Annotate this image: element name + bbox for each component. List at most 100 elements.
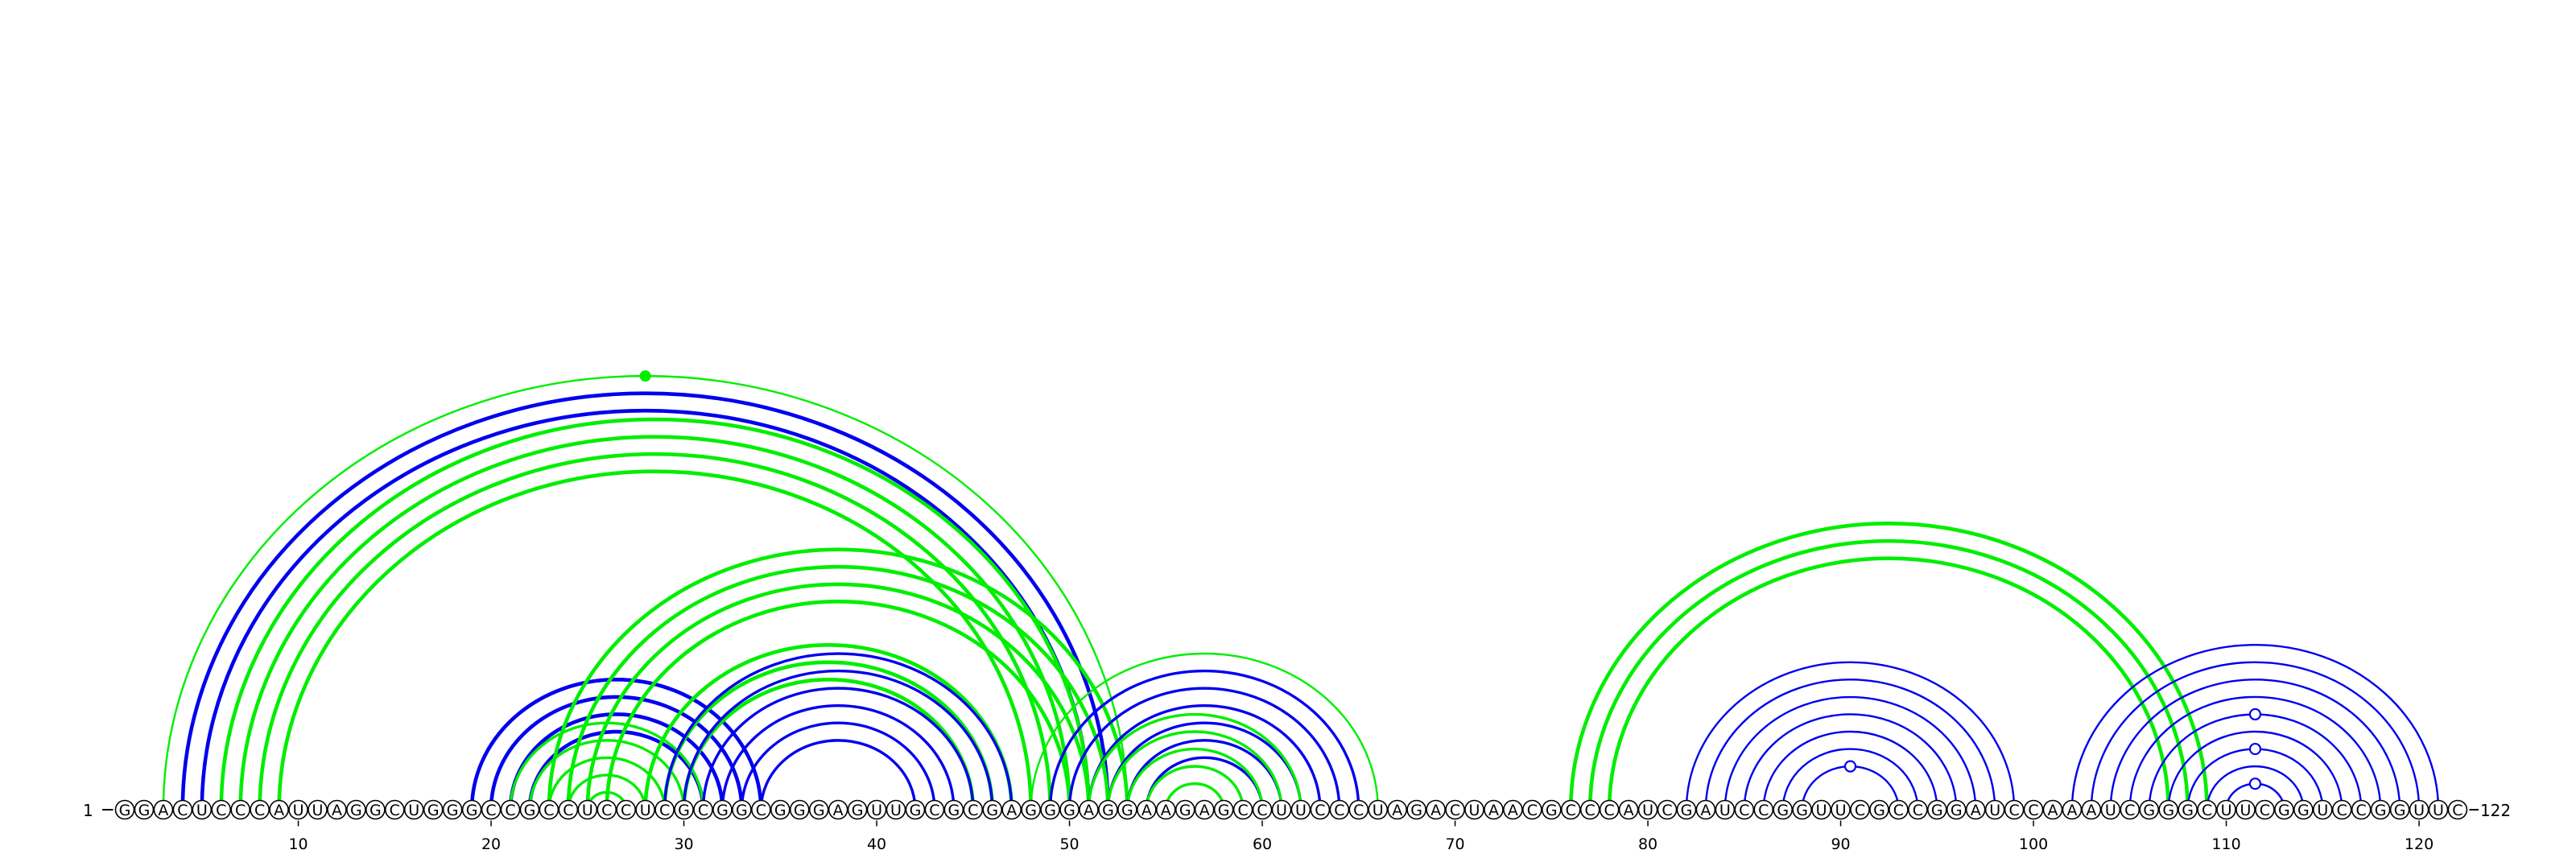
nucleotide-letter: G (2297, 802, 2310, 819)
nucleotide-letter: G (1025, 802, 1037, 819)
nucleotide: G (1117, 799, 1137, 820)
nucleotide: G (442, 799, 463, 820)
nucleotide: G (943, 799, 964, 820)
pair-arc-51-62 (1087, 712, 1302, 811)
nucleotide: G (423, 799, 444, 820)
nucleotide-letter: C (1353, 802, 1364, 819)
nucleotide: G (461, 799, 482, 820)
nucleotide-letter: U (640, 802, 651, 819)
nucleotide: U (1368, 799, 1389, 820)
nucleotide: C (1348, 799, 1369, 820)
nucleotide-letter: G (986, 802, 998, 819)
nucleotide-letter: A (1199, 802, 1210, 819)
nucleotide: G (808, 799, 829, 820)
nucleotide-letter: G (813, 802, 825, 819)
nucleotide: C (1753, 799, 1774, 820)
pair-arc-31-45 (701, 687, 975, 811)
nucleotide-letter: U (408, 802, 419, 819)
pair-arc-78-107 (1607, 556, 2170, 811)
pair-arc-85-96 (1743, 713, 1958, 811)
nucleotide-letter: G (466, 802, 478, 819)
nucleotide: C (1560, 799, 1581, 820)
nucleotide: A (327, 799, 347, 820)
pair-arc-50-64 (1067, 687, 1341, 811)
nucleotide-letter: U (2240, 802, 2252, 819)
pair-arc-55-58 (1164, 782, 1225, 811)
pair-arc-32-44 (720, 703, 956, 811)
pair-arc-86-95 (1762, 730, 1938, 811)
nucleotide: U (2100, 799, 2121, 820)
pair-arc-23-29 (547, 756, 667, 811)
nucleotide: G (134, 799, 155, 820)
nucleotide-letter: U (871, 802, 882, 819)
arc-marker-dot (639, 370, 651, 382)
nucleotide: C (2255, 799, 2275, 820)
pair-arc-106-117 (2148, 713, 2363, 811)
nucleotide: A (1137, 799, 1157, 820)
nucleotide-letter: G (947, 802, 960, 819)
axis-tick-label: 80 (1638, 835, 1657, 853)
nucleotide: U (1984, 799, 2005, 820)
nucleotide-letter: A (274, 802, 284, 819)
pair-arc-4-52 (180, 391, 1110, 811)
nucleotide: C (1579, 799, 1600, 820)
pair-arc-87-94 (1781, 748, 1919, 811)
nucleotide: G (1406, 799, 1426, 820)
nucleotide-letter: C (390, 802, 400, 819)
nucleotide-letter: C (1315, 802, 1325, 819)
pair-arc-23-53 (547, 547, 1129, 811)
nucleotide: A (1426, 799, 1446, 820)
nucleotide-letter: G (524, 802, 536, 819)
nucleotide-letter: U (2413, 802, 2425, 819)
nucleotide-letter: C (1450, 802, 1460, 819)
nucleotide-letter: A (1161, 802, 1171, 819)
nucleotide-letter: U (1276, 802, 1287, 819)
pair-arc-24-52 (566, 564, 1110, 811)
nucleotide: C (1310, 799, 1331, 820)
nucleotide-letter: G (1796, 802, 1808, 819)
nucleotide: G (2178, 799, 2198, 820)
nucleotide-letter: G (1102, 802, 1114, 819)
nucleotide-letter: G (1681, 802, 1693, 819)
nucleotide-letter: U (1835, 802, 1847, 819)
nucleotide: G (114, 799, 135, 820)
nucleotide-letter: U (1373, 802, 1384, 819)
pair-arc-24-28 (567, 773, 647, 811)
pair-arc-77-108 (1587, 538, 2190, 811)
nucleotide: G (365, 799, 386, 820)
nucleotide: G (1098, 799, 1118, 820)
nucleotide: A (1618, 799, 1639, 820)
nucleotide-letter: C (1893, 802, 1904, 819)
pair-arc-25-51 (585, 582, 1091, 811)
nucleotide-letter: C (968, 802, 978, 819)
nucleotide: G (1040, 799, 1060, 820)
pair-arc-76-109 (1568, 522, 2209, 811)
nucleotide: U (1637, 799, 1658, 820)
nucleotide-letter: G (910, 802, 922, 819)
nucleotide-letter: A (1006, 802, 1017, 819)
nucleotide-letter: C (1257, 802, 1267, 819)
pair-arc-22-31 (527, 729, 705, 811)
nucleotide: C (2447, 799, 2468, 820)
axis-tick-label: 90 (1831, 835, 1850, 853)
axis-tick-label: 100 (2019, 835, 2048, 853)
nucleotide-letter: C (485, 802, 496, 819)
nucleotide-letter: G (2375, 802, 2387, 819)
nucleotide: C (1850, 799, 1870, 820)
nucleotide: C (1329, 799, 1350, 820)
nucleotide: U (1715, 799, 1736, 820)
nucleotide-letter: G (138, 802, 151, 819)
nucleotide-letter: G (1546, 802, 1558, 819)
axis-tick-label: 40 (867, 835, 886, 853)
pair-arc-84-97 (1724, 695, 1977, 811)
axis-tick-label: 20 (481, 835, 501, 853)
nucleotide: A (1001, 799, 1022, 820)
nucleotide: U (2409, 799, 2429, 820)
pair-arc-52-61 (1106, 730, 1283, 811)
nucleotide: C (2023, 799, 2044, 820)
nucleotide: C (539, 799, 559, 820)
nucleotide: U (1271, 799, 1292, 820)
nucleotide: G (519, 799, 540, 820)
arc-markers (639, 370, 2262, 790)
pair-arc-29-47 (663, 652, 1013, 811)
